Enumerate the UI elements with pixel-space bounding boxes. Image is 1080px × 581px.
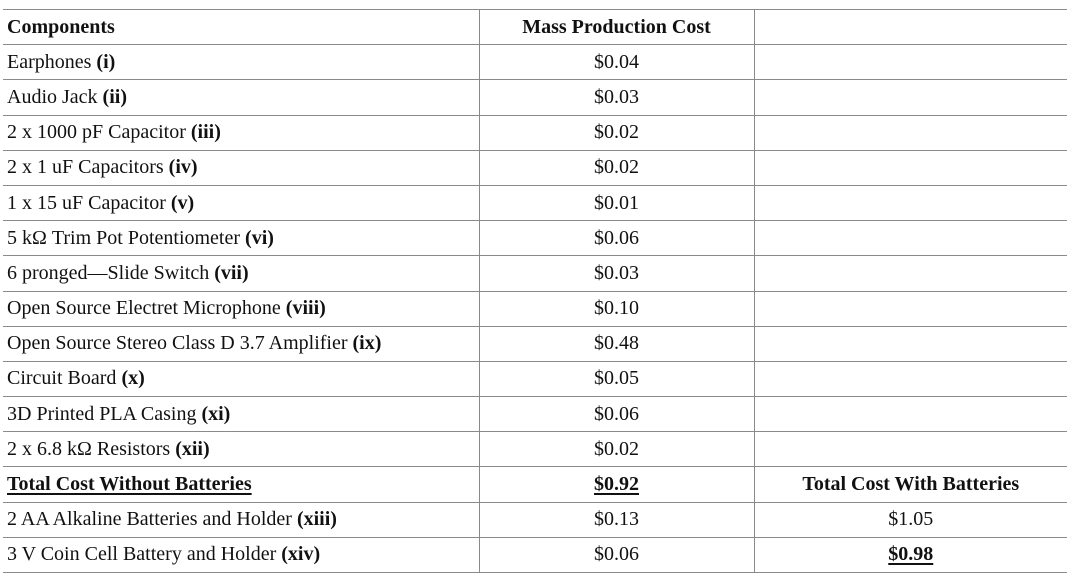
- component-roman: (x): [121, 367, 145, 390]
- component-name: 6 pronged—Slide Switch: [7, 261, 210, 284]
- header-extra: [753, 8, 1067, 45]
- header-components: Components: [3, 8, 479, 45]
- table-row: Earphones (i) $0.04: [3, 44, 1067, 80]
- table-row: Circuit Board (x) $0.05: [3, 360, 1067, 397]
- component-name: Earphones: [7, 50, 92, 73]
- cost-cell: $0.02: [478, 149, 754, 186]
- battery-row: 2 AA Alkaline Batteries and Holder (xiii…: [3, 501, 1067, 538]
- battery-row: 3 V Coin Cell Battery and Holder (xiv) $…: [3, 536, 1067, 574]
- component-roman: (xii): [175, 437, 210, 460]
- total-with-cost-cell: $0.98: [753, 536, 1067, 574]
- component-cell: 2 x 6.8 kΩ Resistors (xii): [3, 431, 479, 467]
- component-roman: (vi): [245, 226, 274, 249]
- extra-cell: [753, 220, 1067, 256]
- component-name: 2 AA Alkaline Batteries and Holder: [7, 508, 292, 531]
- component-roman: (xi): [201, 402, 231, 425]
- extra-cell: [753, 396, 1067, 432]
- extra-cell: [753, 325, 1067, 362]
- component-roman: (i): [96, 50, 116, 73]
- component-name: 5 kΩ Trim Pot Potentiometer: [7, 226, 241, 249]
- cost-cell: $0.06: [478, 220, 754, 256]
- cost-cell: $0.04: [478, 44, 754, 80]
- component-name: Audio Jack: [7, 85, 98, 108]
- cost-cell: $0.13: [478, 501, 754, 538]
- total-without-cost: $0.92: [594, 473, 639, 496]
- table-row: 2 x 6.8 kΩ Resistors (xii) $0.02: [3, 431, 1067, 467]
- component-name: 3 V Coin Cell Battery and Holder: [7, 543, 277, 566]
- component-cell: 3 V Coin Cell Battery and Holder (xiv): [3, 536, 479, 574]
- component-name: Circuit Board: [7, 367, 117, 390]
- extra-cell: [753, 184, 1067, 221]
- component-name: 2 x 6.8 kΩ Resistors: [7, 437, 171, 460]
- component-name: 3D Printed PLA Casing: [7, 402, 197, 425]
- cost-cell: $0.48: [478, 325, 754, 362]
- total-without-cost-cell: $0.92: [478, 466, 754, 503]
- component-cell: 2 x 1000 pF Capacitor (iii): [3, 114, 479, 151]
- cost-cell: $0.10: [478, 290, 754, 327]
- table-row: Open Source Electret Microphone (viii) $…: [3, 290, 1067, 327]
- total-with-cost-cell: $1.05: [753, 501, 1067, 538]
- cost-cell: $0.03: [478, 255, 754, 291]
- extra-cell: [753, 79, 1067, 116]
- component-roman: (viii): [285, 297, 326, 320]
- extra-cell: [753, 114, 1067, 151]
- extra-cell: [753, 255, 1067, 291]
- cost-cell: $0.05: [478, 360, 754, 397]
- table-row: 1 x 15 uF Capacitor (v) $0.01: [3, 184, 1067, 221]
- component-name: 2 x 1 uF Capacitors: [7, 156, 164, 179]
- component-roman: (ix): [352, 332, 382, 355]
- table-row: Open Source Stereo Class D 3.7 Amplifier…: [3, 325, 1067, 362]
- component-cell: 3D Printed PLA Casing (xi): [3, 396, 479, 432]
- total-with-label: Total Cost With Batteries: [802, 473, 1020, 496]
- component-cell: 6 pronged—Slide Switch (vii): [3, 255, 479, 291]
- table-row: Audio Jack (ii) $0.03: [3, 79, 1067, 116]
- table-row: 6 pronged—Slide Switch (vii) $0.03: [3, 255, 1067, 291]
- component-name: 2 x 1000 pF Capacitor: [7, 121, 186, 144]
- extra-cell: [753, 431, 1067, 467]
- extra-cell: [753, 360, 1067, 397]
- total-with-label-cell: Total Cost With Batteries: [753, 466, 1067, 503]
- total-without-label: Total Cost Without Batteries: [7, 473, 252, 496]
- component-cell: Earphones (i): [3, 44, 479, 80]
- cost-cell: $0.01: [478, 184, 754, 221]
- component-roman: (xiii): [296, 508, 337, 531]
- component-name: Open Source Electret Microphone: [7, 297, 281, 320]
- cost-table: Components Mass Production Cost Earphone…: [3, 8, 1067, 574]
- total-without-label-cell: Total Cost Without Batteries: [3, 466, 479, 503]
- component-roman: (iv): [168, 156, 198, 179]
- component-cell: 5 kΩ Trim Pot Potentiometer (vi): [3, 220, 479, 256]
- component-cell: Circuit Board (x): [3, 360, 479, 397]
- component-roman: (xiv): [281, 543, 321, 566]
- extra-cell: [753, 44, 1067, 80]
- component-cell: 1 x 15 uF Capacitor (v): [3, 184, 479, 221]
- total-with-cost-highlight: $0.98: [888, 543, 934, 566]
- table-row: 5 kΩ Trim Pot Potentiometer (vi) $0.06: [3, 220, 1067, 256]
- cost-cell: $0.02: [478, 114, 754, 151]
- component-cell: Audio Jack (ii): [3, 79, 479, 116]
- header-mass-production-cost: Mass Production Cost: [478, 8, 754, 45]
- header-row: Components Mass Production Cost: [3, 8, 1067, 45]
- extra-cell: [753, 149, 1067, 186]
- total-row: Total Cost Without Batteries $0.92 Total…: [3, 466, 1067, 503]
- component-cell: Open Source Stereo Class D 3.7 Amplifier…: [3, 325, 479, 362]
- component-name: 1 x 15 uF Capacitor: [7, 191, 166, 214]
- component-cell: 2 AA Alkaline Batteries and Holder (xiii…: [3, 501, 479, 538]
- component-roman: (iii): [190, 121, 221, 144]
- cost-cell: $0.06: [478, 536, 754, 574]
- component-cell: 2 x 1 uF Capacitors (iv): [3, 149, 479, 186]
- table-row: 3D Printed PLA Casing (xi) $0.06: [3, 396, 1067, 432]
- cost-cell: $0.03: [478, 79, 754, 116]
- table-row: 2 x 1000 pF Capacitor (iii) $0.02: [3, 114, 1067, 151]
- cost-cell: $0.06: [478, 396, 754, 432]
- component-roman: (ii): [102, 85, 127, 108]
- extra-cell: [753, 290, 1067, 327]
- component-name: Open Source Stereo Class D 3.7 Amplifier: [7, 332, 348, 355]
- component-roman: (vii): [214, 261, 249, 284]
- table-row: 2 x 1 uF Capacitors (iv) $0.02: [3, 149, 1067, 186]
- component-roman: (v): [170, 191, 195, 214]
- cost-cell: $0.02: [478, 431, 754, 467]
- component-cell: Open Source Electret Microphone (viii): [3, 290, 479, 327]
